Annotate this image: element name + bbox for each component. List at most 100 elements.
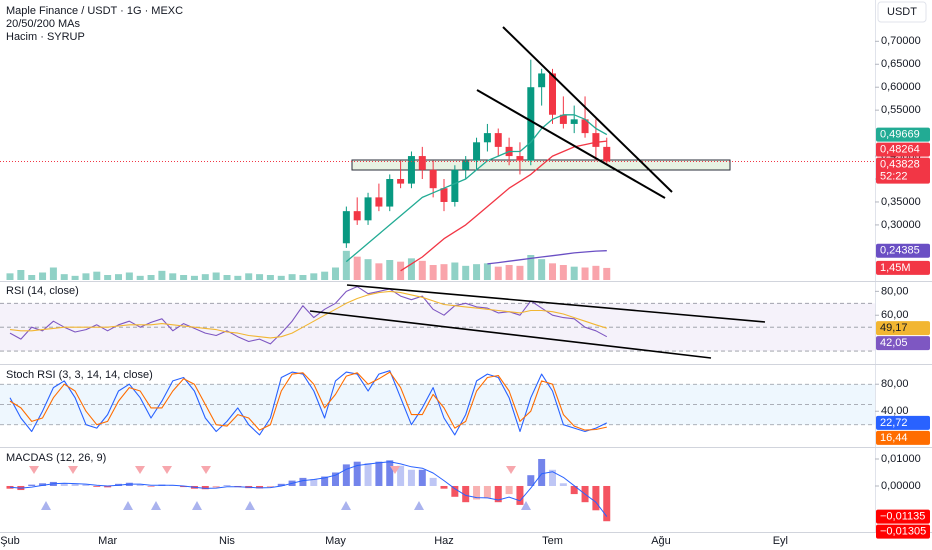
- price-label: 49,17: [876, 321, 930, 336]
- price-label-box: [876, 524, 930, 539]
- currency-box[interactable]: [877, 1, 927, 23]
- pane-title: MACDAS (12, 26, 9): [6, 452, 106, 464]
- volume-bar: [407, 258, 415, 280]
- volume-bar: [342, 250, 350, 280]
- x-tick-label: Haz: [434, 535, 454, 547]
- volume-bar: [440, 264, 448, 280]
- price-label-text: 1,45M: [880, 262, 911, 274]
- volume-bar: [256, 274, 264, 280]
- y-tick-label: 80,00: [881, 378, 909, 390]
- volume-bar: [375, 263, 383, 280]
- histogram-bar: [147, 485, 155, 487]
- histogram-bar: [342, 464, 350, 486]
- histogram-bar: [516, 485, 524, 505]
- volume-bar: [82, 273, 90, 280]
- candle-body: [494, 133, 502, 147]
- x-tick-label: Şub: [0, 535, 20, 547]
- candle-body: [559, 114, 567, 124]
- price-label-box: [876, 509, 930, 524]
- volume-bar: [136, 275, 144, 280]
- histogram-bar: [39, 483, 47, 486]
- trend-line[interactable]: [309, 310, 712, 359]
- candle-body: [397, 179, 405, 184]
- histogram-bar: [60, 483, 68, 486]
- volume-bar: [147, 275, 155, 280]
- histogram-bar: [592, 485, 600, 511]
- volume-title: Hacim · SYRUP: [6, 31, 85, 43]
- moving-average: [487, 250, 607, 265]
- volume-bar: [190, 275, 198, 280]
- volume-bar: [332, 267, 339, 280]
- volume-bar: [6, 273, 14, 280]
- histogram-bar: [266, 485, 274, 488]
- histogram-bar: [82, 484, 90, 486]
- y-tick-label: 60,00: [881, 309, 909, 321]
- volume-bar: [527, 255, 535, 280]
- volume-bar: [71, 275, 79, 280]
- histogram-bar: [429, 477, 437, 486]
- volume-bar: [180, 275, 188, 280]
- candle-body: [516, 156, 524, 161]
- volume-bar: [505, 265, 513, 280]
- candle-body: [429, 169, 437, 189]
- histogram-bar: [473, 485, 481, 500]
- volume-bar: [494, 266, 502, 280]
- price-label-box: [876, 321, 930, 336]
- price-label-text: 0,24385: [880, 245, 920, 257]
- volume-bar: [353, 256, 361, 280]
- volume-bar: [310, 273, 318, 280]
- candle-body: [581, 119, 589, 134]
- volume-bar: [462, 265, 470, 280]
- price-label-text: −0,01135: [880, 511, 925, 523]
- volume-bar: [364, 259, 372, 280]
- price-label-box: [876, 260, 930, 275]
- histogram-bar: [483, 485, 491, 499]
- volume-bar: [17, 270, 25, 280]
- buy-marker: [414, 501, 424, 510]
- signal-line: [9, 461, 608, 517]
- histogram-bar: [375, 461, 383, 486]
- y-tick-label: 0,35000: [881, 196, 921, 208]
- histogram-bar: [256, 485, 264, 489]
- volume-bar: [603, 267, 611, 280]
- volume-bar: [169, 273, 177, 280]
- price-label: 0,24385: [876, 243, 930, 258]
- trend-line[interactable]: [476, 89, 666, 199]
- trend-line[interactable]: [346, 284, 766, 323]
- candle-body: [353, 211, 361, 221]
- volume-bar: [93, 271, 101, 280]
- price-label: −0,01135: [876, 509, 930, 524]
- price-label-box: [876, 127, 930, 142]
- candle-body: [407, 156, 415, 184]
- volume-bar: [115, 274, 122, 280]
- price-label-text: 0,49669: [880, 129, 920, 141]
- histogram-bar: [462, 485, 470, 503]
- sell-marker: [68, 466, 78, 474]
- pane-title: RSI (14, close): [6, 285, 79, 297]
- histogram-bar: [28, 484, 36, 486]
- y-tick-label: 0,01000: [881, 453, 921, 465]
- volume-bar: [234, 275, 242, 280]
- volume-bar: [266, 275, 274, 280]
- chart-subtitle: 20/50/200 MAs: [6, 18, 80, 30]
- volume-bar: [223, 275, 231, 280]
- pane-title: Stoch RSI (3, 3, 14, 14, close): [6, 369, 153, 381]
- trend-line[interactable]: [502, 26, 673, 193]
- histogram-bar: [93, 485, 101, 487]
- y-tick-label: 0,00000: [881, 480, 921, 492]
- price-label: 16,44: [876, 430, 930, 445]
- y-tick-label: 0,70000: [881, 35, 921, 47]
- sell-marker: [29, 466, 39, 474]
- buy-marker: [192, 501, 202, 510]
- price-label: 1,45M: [876, 260, 930, 275]
- buy-marker: [521, 501, 531, 510]
- volume-bar: [201, 274, 209, 280]
- candle-body: [418, 156, 426, 170]
- sell-marker: [162, 466, 172, 474]
- y-tick-label: 80,00: [881, 285, 909, 297]
- candle-body: [570, 119, 578, 124]
- countdown: 52:22: [880, 171, 908, 183]
- histogram-bar: [310, 479, 318, 486]
